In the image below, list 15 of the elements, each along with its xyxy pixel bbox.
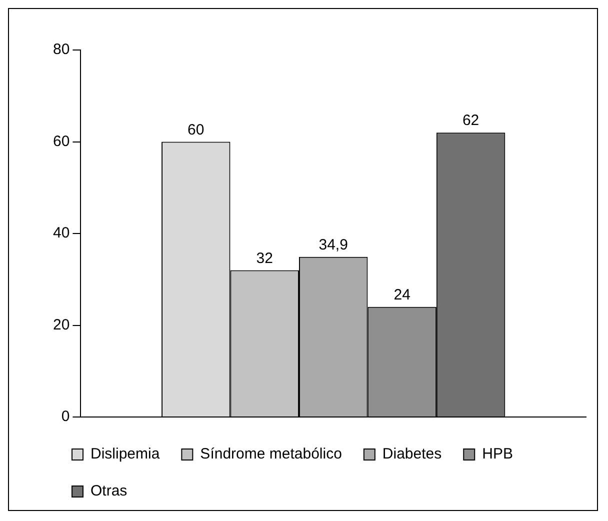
legend-label: Diabetes (382, 446, 442, 463)
data-label: 24 (394, 286, 410, 304)
data-label: 60 (188, 121, 204, 138)
legend-label: Dislipemia (90, 446, 160, 463)
y-tick-label: 20 (52, 316, 70, 334)
y-tick-label: 40 (52, 224, 70, 242)
data-label: 34,9 (318, 236, 348, 254)
data-label: 62 (462, 112, 480, 130)
legend-label: Síndrome metabólico (200, 446, 342, 463)
y-tick-label: 0 (61, 408, 70, 426)
legend-label: HPB (482, 446, 513, 463)
data-label: 32 (256, 250, 273, 267)
y-tick-label: 80 (52, 41, 70, 58)
y-tick-label: 60 (52, 132, 70, 150)
legend-label: Otras (90, 482, 128, 500)
